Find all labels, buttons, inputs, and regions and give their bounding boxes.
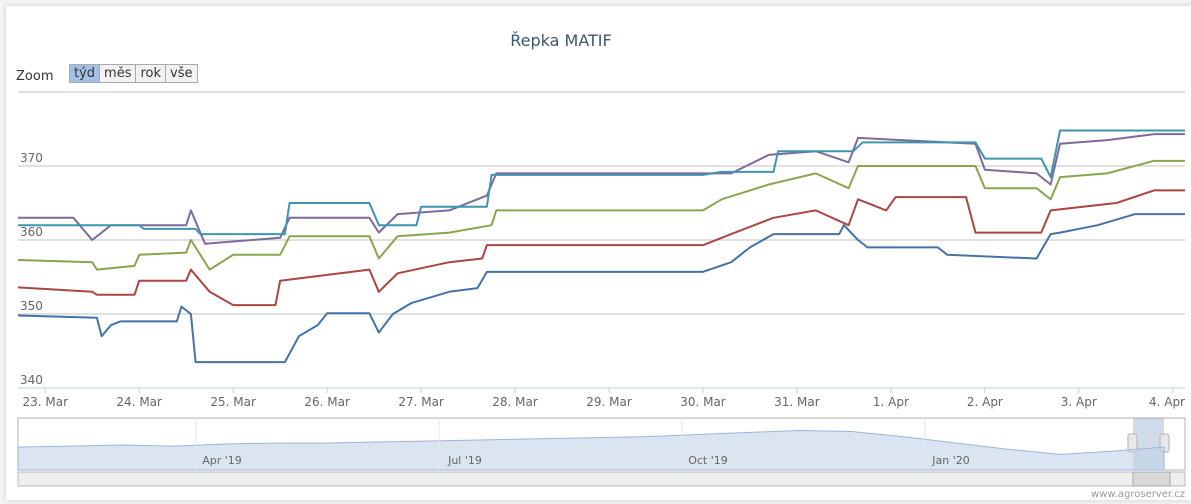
x-tick-label: 23. Mar — [22, 395, 68, 409]
series-line — [17, 213, 1185, 364]
navigator-label: Oct '19 — [688, 454, 728, 467]
scrollbar-track[interactable] — [17, 471, 1186, 487]
chart-title: Řepka MATIF — [510, 31, 611, 50]
x-tick-label: 24. Mar — [116, 395, 162, 409]
zoom-button[interactable]: týd — [69, 64, 101, 83]
x-tick-label: 30. Mar — [680, 395, 726, 409]
y-tick-label: 350 — [20, 299, 43, 313]
x-tick-label: 4. Apr — [1149, 395, 1185, 409]
navigator-area — [17, 429, 1165, 471]
series-line — [18, 133, 1185, 245]
credit: www.agroserver.cz — [1091, 489, 1185, 500]
zoom-button[interactable]: rok — [135, 64, 167, 83]
x-tick-label: 25. Mar — [210, 395, 256, 409]
x-tick-label: 3. Apr — [1061, 395, 1097, 409]
navigator-label: Apr '19 — [202, 454, 242, 467]
x-tick-label: 2. Apr — [967, 395, 1003, 409]
chart-card: Řepka MATIF Zoom www.agroserver.cz 340 35… — [6, 6, 1191, 500]
scrollbar-thumb[interactable] — [1132, 471, 1171, 487]
x-tick-label: 28. Mar — [492, 395, 538, 409]
series-line — [17, 189, 1185, 307]
zoom-button[interactable]: vše — [165, 64, 198, 83]
y-tick-label: 370 — [20, 151, 43, 165]
x-tick-label: 27. Mar — [398, 395, 444, 409]
y-tick-label: 360 — [20, 225, 43, 239]
x-tick-label: 26. Mar — [304, 395, 350, 409]
x-tick-label: 31. Mar — [774, 395, 820, 409]
chart: Řepka MATIF Zoom www.agroserver.cz 340 35… — [16, 31, 1186, 500]
zoom-button[interactable]: měs — [99, 64, 137, 83]
series-line — [17, 159, 1185, 271]
x-tick-label: 1. Apr — [873, 395, 909, 409]
zoom-label: Zoom — [16, 69, 53, 84]
navigator-label: Jan '20 — [931, 454, 969, 467]
x-tick-label: 29. Mar — [586, 395, 632, 409]
y-tick-label: 340 — [20, 373, 43, 387]
series-line — [18, 129, 1185, 236]
navigator-label: Jul '19 — [447, 454, 482, 467]
zoom-buttons: týd měs rok vše — [69, 64, 198, 83]
